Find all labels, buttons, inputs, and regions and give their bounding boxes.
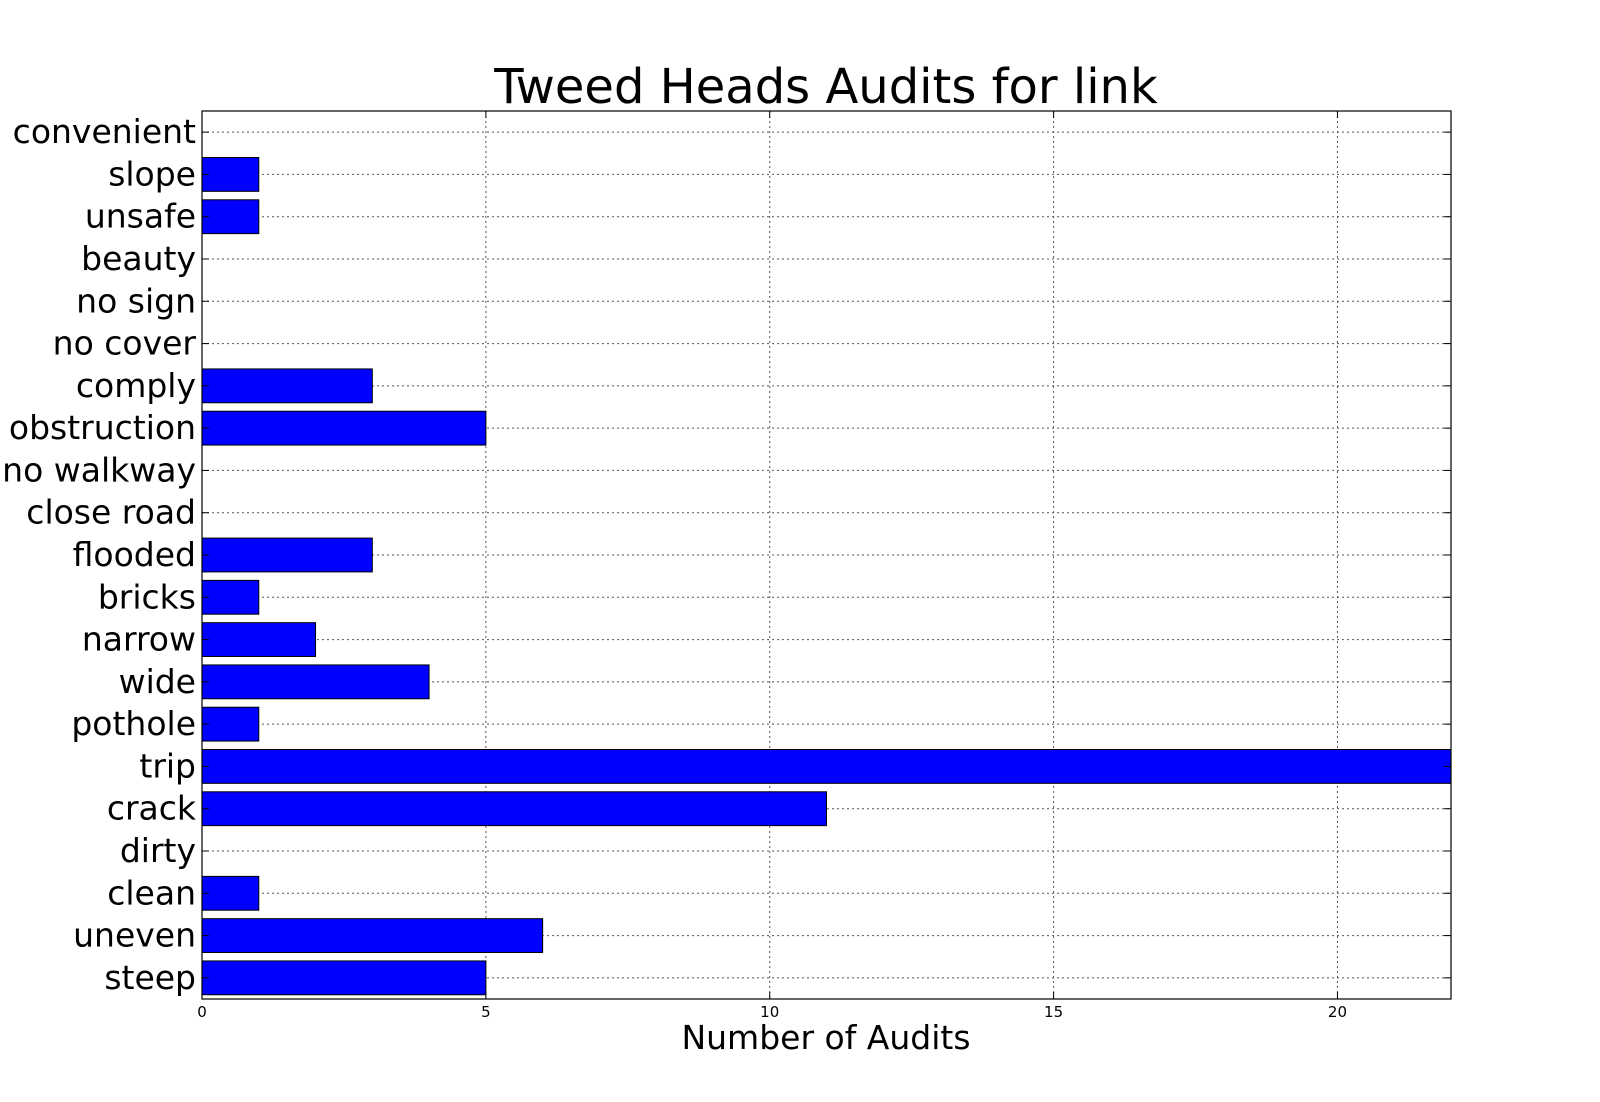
bar-unsafe bbox=[201, 199, 260, 235]
category-label: obstruction bbox=[9, 408, 196, 447]
bar-pothole bbox=[201, 706, 260, 742]
category-label: close road bbox=[26, 493, 196, 532]
category-label: flooded bbox=[73, 535, 196, 574]
category-label: no sign bbox=[76, 281, 196, 320]
grid-layer bbox=[202, 111, 1451, 999]
x-tick-label: 0 bbox=[197, 1003, 207, 1021]
category-label: beauty bbox=[81, 239, 196, 278]
category-label: dirty bbox=[120, 831, 196, 870]
bar-slope bbox=[201, 157, 260, 192]
bar-uneven bbox=[201, 918, 544, 953]
category-label: no cover bbox=[53, 324, 197, 363]
category-label: comply bbox=[76, 366, 196, 405]
category-label: trip bbox=[139, 746, 196, 785]
category-label: bricks bbox=[98, 577, 196, 616]
category-label: slope bbox=[108, 154, 196, 193]
bar-comply bbox=[201, 368, 373, 404]
bar-trip bbox=[201, 749, 1452, 784]
bar-wide bbox=[201, 664, 430, 700]
bar-crack bbox=[201, 791, 827, 827]
category-label: steep bbox=[104, 958, 196, 997]
x-tick-label: 15 bbox=[1044, 1003, 1063, 1021]
category-label: clean bbox=[107, 873, 196, 912]
bar-steep bbox=[201, 960, 487, 996]
bar-flooded bbox=[201, 537, 373, 573]
category-label: narrow bbox=[82, 620, 196, 659]
category-label: pothole bbox=[71, 704, 196, 743]
bar-obstruction bbox=[201, 410, 487, 446]
category-label: uneven bbox=[73, 916, 196, 955]
bar-bricks bbox=[201, 579, 260, 615]
bar-clean bbox=[201, 875, 260, 911]
bar-layer bbox=[201, 157, 1452, 996]
x-tick-label: 10 bbox=[760, 1003, 779, 1021]
chart-title: Tweed Heads Audits for link bbox=[493, 59, 1158, 115]
plot-frame bbox=[201, 110, 1452, 1000]
category-label: no walkway bbox=[2, 450, 196, 489]
x-axis-label: Number of Audits bbox=[681, 1018, 970, 1057]
bar-narrow bbox=[201, 622, 317, 657]
x-tick-label: 20 bbox=[1328, 1003, 1347, 1021]
category-label: wide bbox=[119, 662, 196, 701]
category-label: convenient bbox=[13, 112, 196, 151]
category-label: unsafe bbox=[85, 197, 196, 236]
category-label: crack bbox=[107, 789, 197, 828]
x-tick-label: 5 bbox=[481, 1003, 491, 1021]
